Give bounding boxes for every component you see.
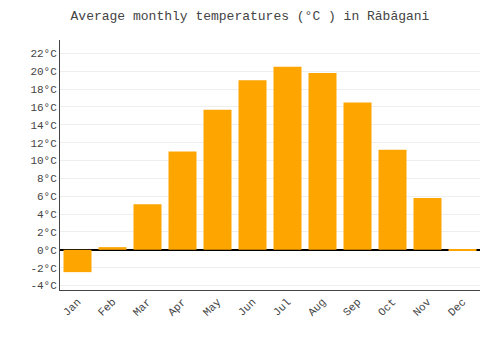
svg-text:20°C: 20°C <box>30 66 57 78</box>
svg-text:Aug: Aug <box>306 296 328 318</box>
svg-text:14°C: 14°C <box>30 120 57 132</box>
svg-text:-4°C: -4°C <box>30 280 57 292</box>
svg-text:Average monthly temperatures (: Average monthly temperatures (°C ) in Ră… <box>71 9 430 24</box>
svg-text:Mar: Mar <box>131 296 153 318</box>
svg-text:May: May <box>201 296 224 319</box>
svg-text:6°C: 6°C <box>37 191 57 203</box>
svg-text:Dec: Dec <box>446 296 468 318</box>
svg-text:16°C: 16°C <box>30 102 57 114</box>
svg-text:0°C: 0°C <box>37 245 57 257</box>
svg-text:Sep: Sep <box>341 296 363 318</box>
svg-text:4°C: 4°C <box>37 209 57 221</box>
svg-text:18°C: 18°C <box>30 84 57 96</box>
svg-text:Feb: Feb <box>96 296 118 318</box>
svg-text:Jan: Jan <box>61 296 83 318</box>
svg-text:Apr: Apr <box>166 296 188 318</box>
svg-text:8°C: 8°C <box>37 173 57 185</box>
svg-text:-2°C: -2°C <box>30 263 57 275</box>
svg-text:Jun: Jun <box>236 296 258 318</box>
svg-text:2°C: 2°C <box>37 227 57 239</box>
svg-text:Oct: Oct <box>376 296 398 318</box>
svg-text:Jul: Jul <box>271 296 293 318</box>
svg-text:12°C: 12°C <box>30 138 57 150</box>
svg-text:Nov: Nov <box>411 296 434 319</box>
svg-text:22°C: 22°C <box>30 48 57 60</box>
svg-text:10°C: 10°C <box>30 155 57 167</box>
